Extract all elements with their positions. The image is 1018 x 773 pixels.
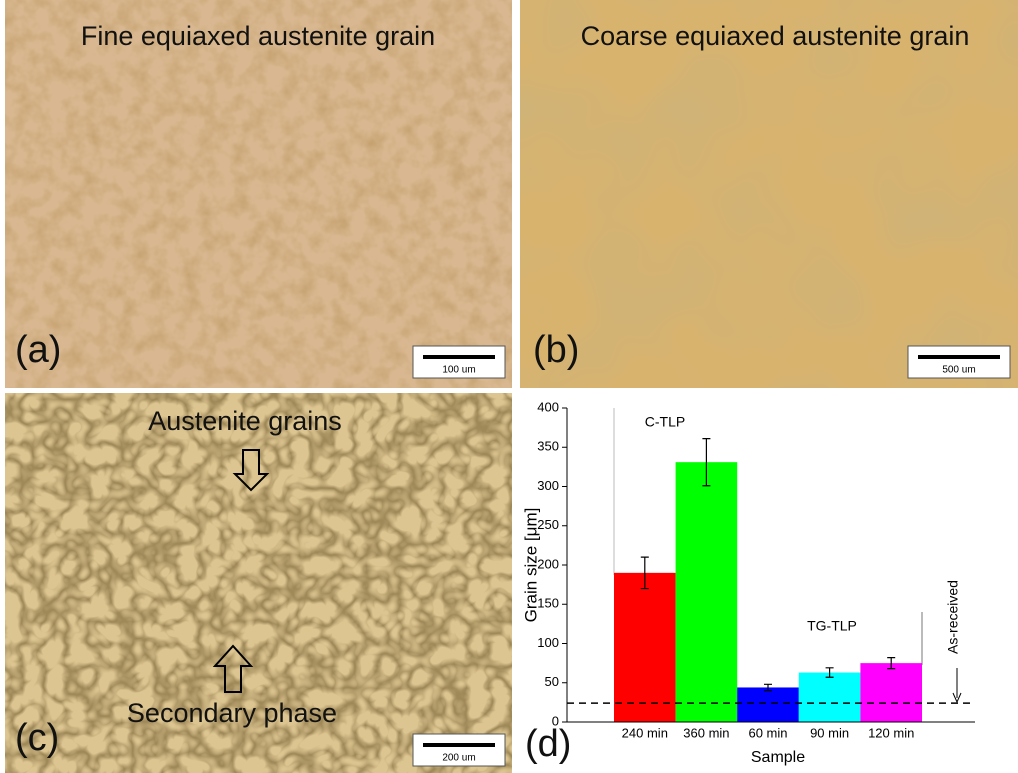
panel-label: (b) [533, 329, 579, 371]
panel-label: (a) [15, 329, 61, 371]
panel-caption: Secondary phase [127, 698, 337, 728]
reference-label: As-received [945, 580, 961, 654]
bar [799, 673, 861, 722]
x-axis-label: Sample [751, 749, 805, 766]
panel-label: (c) [15, 717, 59, 759]
bar-chart: (d) Grain size [μm] Sample C-TLP TG-TLP … [521, 399, 975, 766]
micrograph-c: Austenite grains Secondary phase (c) 200… [5, 393, 512, 773]
scale-bar-label: 100 um [442, 365, 475, 376]
y-tick-label: 350 [537, 439, 559, 454]
annotation: TG-TLP [807, 618, 857, 634]
y-tick-label: 200 [537, 556, 559, 571]
panel-caption: Austenite grains [148, 406, 342, 436]
y-tick-label: 150 [537, 596, 559, 611]
x-tick-label: 360 min [683, 725, 729, 740]
y-tick-label: 250 [537, 517, 559, 532]
x-tick-label: 120 min [868, 725, 914, 740]
x-tick-label: 240 min [622, 725, 668, 740]
page: Fine equiaxed austenite grain (a) 100 um… [0, 0, 1018, 773]
annotation: C-TLP [645, 414, 685, 430]
panel-caption: Fine equiaxed austenite grain [81, 21, 435, 51]
figure: Fine equiaxed austenite grain (a) 100 um… [0, 0, 1018, 773]
bar [737, 687, 799, 722]
y-tick-label: 100 [537, 635, 559, 650]
scale-bar-label: 500 um [942, 365, 975, 376]
y-tick-label: 0 [552, 713, 559, 728]
micrograph-a: Fine equiaxed austenite grain (a) 100 um [5, 0, 512, 388]
micrograph-b: Coarse equiaxed austenite grain (b) 500 … [520, 0, 1018, 388]
bar [614, 573, 676, 722]
bar [676, 462, 738, 722]
bar [860, 663, 922, 722]
y-tick-label: 50 [545, 674, 559, 689]
x-tick-label: 90 min [810, 725, 849, 740]
x-tick-label: 60 min [748, 725, 787, 740]
y-tick-label: 400 [537, 399, 559, 414]
panel-label: (d) [525, 723, 571, 765]
y-tick-label: 300 [537, 478, 559, 493]
micrograph-texture [5, 0, 512, 388]
scale-bar-label: 200 um [442, 753, 475, 764]
micrograph-texture [520, 0, 1018, 388]
panel-caption: Coarse equiaxed austenite grain [581, 21, 970, 51]
